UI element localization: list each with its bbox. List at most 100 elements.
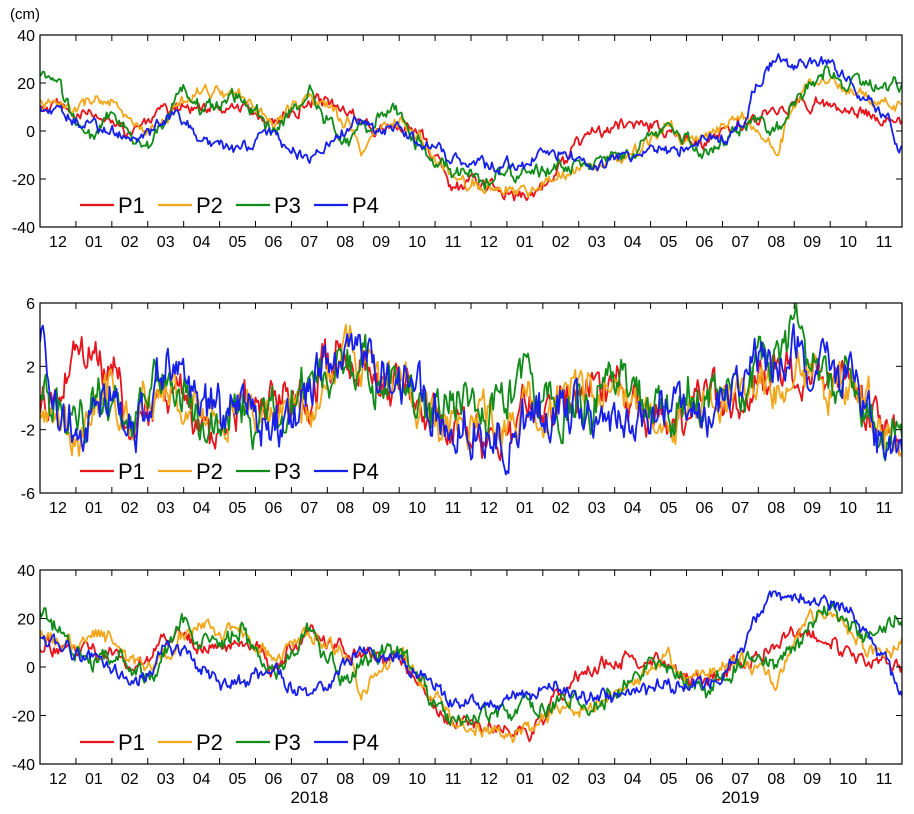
- legend-label-p2: P2: [196, 193, 223, 218]
- x-tick-label: 09: [372, 771, 390, 788]
- y-tick-label: 20: [17, 76, 35, 93]
- legend: P1 P2 P3 P4: [80, 730, 379, 755]
- series-line-p3: [40, 65, 902, 191]
- x-tick-label: 12: [480, 771, 498, 788]
- x-tick-label: 10: [839, 500, 857, 517]
- y-tick-label: 40: [17, 563, 35, 580]
- x-tick-label: 05: [229, 771, 247, 788]
- x-tick-label: 06: [696, 234, 714, 251]
- x-tick-label: 02: [121, 234, 139, 251]
- series-line-p2: [40, 608, 902, 744]
- x-tick-label: 04: [193, 234, 211, 251]
- x-tick-label: 08: [767, 500, 785, 517]
- x-tick-label: 07: [731, 771, 749, 788]
- legend: P1 P2 P3 P4: [80, 459, 379, 484]
- y-tick-label: -40: [12, 757, 35, 774]
- x-tick-label: 09: [803, 771, 821, 788]
- x-tick-label: 12: [480, 234, 498, 251]
- x-tick-label: 09: [372, 500, 390, 517]
- legend-label-p3: P3: [274, 730, 301, 755]
- y-unit-label: (cm): [10, 6, 40, 23]
- x-tick-label: 08: [336, 500, 354, 517]
- series-line-p2: [40, 323, 902, 457]
- x-tick-label: 05: [660, 500, 678, 517]
- x-tick-label: 02: [552, 234, 570, 251]
- x-tick-label: 01: [85, 771, 103, 788]
- x-tick-label: 12: [49, 234, 67, 251]
- x-tick-label: 02: [121, 771, 139, 788]
- x-tick-label: 09: [803, 234, 821, 251]
- x-tick-label: 04: [624, 234, 642, 251]
- x-tick-label: 01: [85, 234, 103, 251]
- x-tick-label: 03: [588, 234, 606, 251]
- x-tick-label: 07: [300, 234, 318, 251]
- x-tick-label: 11: [445, 500, 462, 517]
- legend-label-p3: P3: [274, 459, 301, 484]
- x-tick-label: 06: [265, 234, 283, 251]
- y-tick-label: 6: [26, 296, 35, 313]
- x-tick-label: 10: [408, 500, 426, 517]
- x-tick-label: 09: [372, 234, 390, 251]
- x-tick-label: 12: [480, 500, 498, 517]
- panel-middle-chart: 6 2 -2 -6 12 01 02 03 04 05 06 07 08 09 10 11 12 01 02 03 04…: [21, 296, 903, 517]
- x-tick-label: 03: [588, 500, 606, 517]
- y-tick-label: -20: [12, 709, 35, 726]
- x-tick-label: 03: [157, 771, 175, 788]
- x-tick-label: 04: [624, 771, 642, 788]
- x-tick-label: 03: [157, 234, 175, 251]
- year-label: 2018: [290, 788, 328, 807]
- x-tick-label: 01: [516, 500, 534, 517]
- x-tick-label: 12: [49, 771, 67, 788]
- x-tick-label: 02: [552, 771, 570, 788]
- x-tick-label: 10: [408, 771, 426, 788]
- x-tick-label: 03: [588, 771, 606, 788]
- legend-label-p4: P4: [352, 730, 379, 755]
- series-line-p4: [40, 53, 902, 176]
- x-tick-label: 10: [839, 771, 857, 788]
- x-tick-label: 05: [660, 234, 678, 251]
- x-tick-label: 08: [767, 234, 785, 251]
- x-tick-label: 01: [85, 500, 103, 517]
- y-tick-label: 20: [17, 612, 35, 629]
- legend-label-p2: P2: [196, 730, 223, 755]
- y-tick-label: -2: [21, 423, 35, 440]
- x-tick-label: 05: [229, 500, 247, 517]
- year-label: 2019: [721, 788, 759, 807]
- x-tick-label: 01: [516, 234, 534, 251]
- x-tick-label: 07: [300, 500, 318, 517]
- x-tick-label: 06: [696, 771, 714, 788]
- series-lines: [40, 53, 902, 202]
- x-tick-label: 07: [731, 500, 749, 517]
- series-line-p1: [40, 93, 902, 202]
- x-tick-label: 11: [876, 500, 893, 517]
- x-tick-label: 10: [408, 234, 426, 251]
- x-tick-label: 11: [445, 771, 462, 788]
- series-lines: [40, 590, 902, 744]
- legend-label-p1: P1: [118, 730, 145, 755]
- x-tick-label: 02: [121, 500, 139, 517]
- x-tick-label: 06: [265, 771, 283, 788]
- x-tick-label: 03: [157, 500, 175, 517]
- legend-label-p1: P1: [118, 459, 145, 484]
- x-tick-label: 01: [516, 771, 534, 788]
- x-tick-label: 11: [445, 234, 462, 251]
- x-tick-label: 05: [229, 234, 247, 251]
- x-tick-label: 12: [49, 500, 67, 517]
- y-tick-label: 2: [26, 359, 35, 376]
- y-tick-label: 0: [26, 124, 35, 141]
- axes-frame: [39, 569, 903, 765]
- x-tick-label: 08: [767, 771, 785, 788]
- legend-label-p4: P4: [352, 193, 379, 218]
- year-labels: 2018 2019: [290, 788, 759, 807]
- series-lines: [40, 303, 902, 476]
- legend-label-p3: P3: [274, 193, 301, 218]
- x-tick-label: 04: [193, 771, 211, 788]
- y-tick-label: 0: [26, 660, 35, 677]
- x-tick-label: 07: [300, 771, 318, 788]
- x-tick-label: 11: [876, 771, 893, 788]
- series-line-p3: [40, 602, 902, 726]
- x-tick-label: 06: [265, 500, 283, 517]
- y-tick-label: -6: [21, 486, 35, 503]
- legend: P1 P2 P3 P4: [80, 193, 379, 218]
- legend-label-p1: P1: [118, 193, 145, 218]
